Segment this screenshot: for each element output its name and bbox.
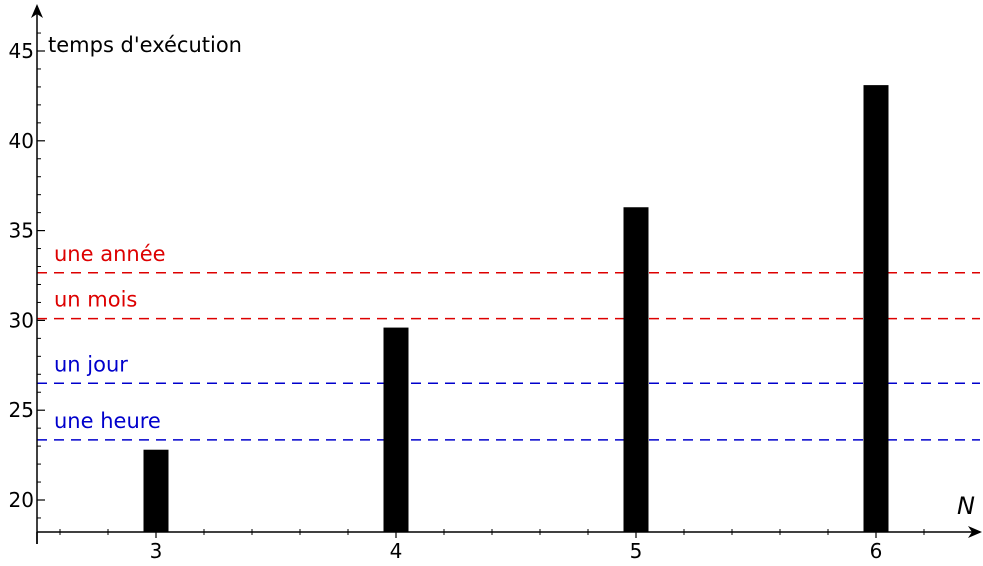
y-tick-label: 45 (9, 39, 34, 63)
reference-label-une-année: une année (54, 242, 166, 266)
x-tick-label: 4 (390, 539, 403, 563)
reference-lines: une heure un jour un mois une année (37, 242, 980, 441)
axes (31, 4, 982, 544)
x-tick-label: 6 (870, 539, 883, 563)
y-tick-label: 40 (9, 129, 34, 153)
bar-N-6 (863, 85, 889, 533)
y-axis-title: temps d'exécution (48, 33, 242, 57)
y-tick-label: 30 (9, 308, 34, 332)
bar-N-4 (383, 327, 409, 532)
y-tick-label: 20 (9, 488, 34, 512)
x-tick-label: 3 (150, 539, 163, 563)
reference-label-un-jour: un jour (54, 352, 128, 376)
y-tick-label: 35 (9, 219, 34, 243)
bar-N-3 (143, 449, 169, 532)
x-axis-title: N (957, 492, 975, 520)
y-tick-label: 25 (9, 398, 34, 422)
reference-label-une-heure: une heure (54, 409, 161, 433)
reference-label-un-mois: un mois (54, 288, 137, 312)
x-tick-label: 5 (630, 539, 643, 563)
bar-N-5 (623, 207, 649, 532)
bars (143, 85, 889, 533)
